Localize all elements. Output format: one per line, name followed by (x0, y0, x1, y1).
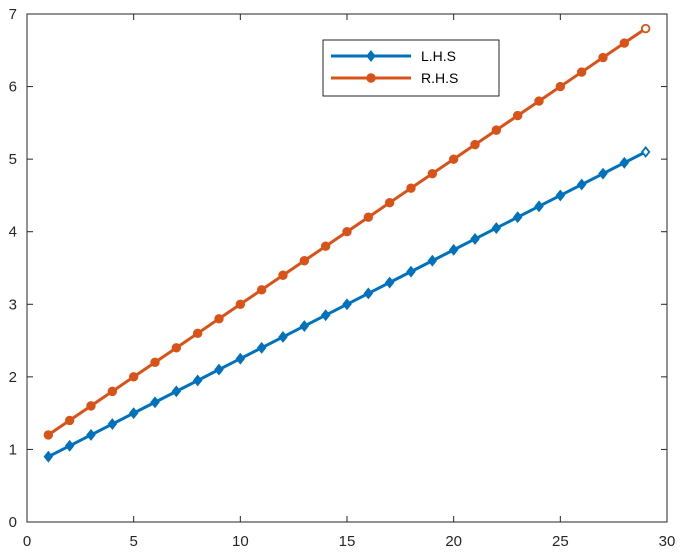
plot-area (26, 13, 668, 523)
x-tick-label: 30 (659, 533, 676, 550)
data-point (555, 189, 566, 202)
data-point (448, 243, 459, 256)
data-point (86, 428, 96, 441)
data-point (427, 254, 438, 267)
data-point (235, 299, 246, 309)
y-tick-label: 0 (9, 514, 17, 531)
data-point (512, 110, 523, 121)
data-point (470, 233, 480, 245)
series-layer (43, 23, 651, 463)
data-point (640, 23, 651, 34)
data-point (598, 167, 608, 180)
data-point (363, 212, 374, 222)
data-point (534, 96, 544, 106)
data-point (470, 139, 480, 150)
y-tick-label: 2 (9, 369, 17, 386)
data-point (342, 298, 352, 311)
data-point (320, 241, 331, 251)
x-tick-label: 5 (129, 533, 137, 550)
data-point (64, 415, 75, 426)
data-point (235, 352, 246, 365)
y-tick-label: 4 (9, 224, 17, 241)
data-point (406, 183, 416, 193)
data-point (512, 211, 523, 224)
data-point (171, 343, 182, 353)
data-point (192, 328, 203, 339)
data-point (619, 38, 630, 48)
data-point (576, 67, 587, 77)
data-point (150, 396, 160, 409)
legend-label: L.H.S (421, 48, 456, 64)
data-point (150, 357, 160, 368)
axis-ticks: 0 5 10 15 20 25 30 0 1 2 3 4 5 6 7 (9, 6, 676, 550)
data-point (406, 265, 416, 278)
data-point (299, 320, 310, 332)
data-point (619, 156, 630, 169)
series-l-h-s (43, 145, 651, 463)
data-point (427, 168, 438, 179)
data-point (448, 154, 459, 164)
data-point (363, 287, 374, 300)
data-point (86, 401, 96, 411)
series-r-h-s (43, 23, 651, 440)
x-tick-label: 25 (552, 533, 569, 550)
data-point (107, 418, 118, 430)
y-tick-label: 5 (9, 151, 17, 168)
data-point (534, 200, 544, 213)
y-tick-label: 7 (9, 6, 17, 23)
data-point (64, 439, 75, 452)
data-point (320, 309, 331, 322)
data-point (342, 227, 352, 237)
data-point (107, 386, 118, 397)
legend-box (322, 39, 500, 97)
x-tick-label: 20 (445, 533, 462, 550)
x-tick-label: 0 (23, 533, 31, 550)
data-point (278, 331, 288, 343)
legend: L.H.S R.H.S (322, 39, 500, 97)
data-point (576, 178, 587, 191)
data-point (171, 385, 182, 398)
data-point (384, 197, 395, 208)
data-point (555, 81, 566, 92)
data-point (256, 341, 267, 354)
data-point (128, 372, 139, 382)
x-tick-label: 10 (232, 533, 249, 550)
data-point (640, 145, 651, 158)
x-tick-label: 15 (339, 533, 356, 550)
data-point (256, 285, 267, 295)
data-point (214, 314, 224, 324)
legend-label: R.H.S (421, 70, 458, 86)
data-point (214, 363, 224, 376)
data-point (278, 270, 288, 280)
data-point (43, 450, 54, 463)
data-point (43, 430, 54, 440)
data-point (491, 222, 502, 235)
legend-swatch-marker (366, 73, 376, 83)
data-point (299, 256, 310, 266)
data-point (491, 125, 502, 135)
data-point (128, 407, 139, 420)
y-tick-label: 1 (9, 441, 17, 458)
data-point (598, 52, 608, 63)
data-point (384, 276, 395, 289)
legend-swatch-marker (366, 50, 376, 62)
y-tick-label: 3 (9, 296, 17, 313)
data-point (192, 374, 203, 387)
y-tick-label: 6 (9, 79, 17, 96)
